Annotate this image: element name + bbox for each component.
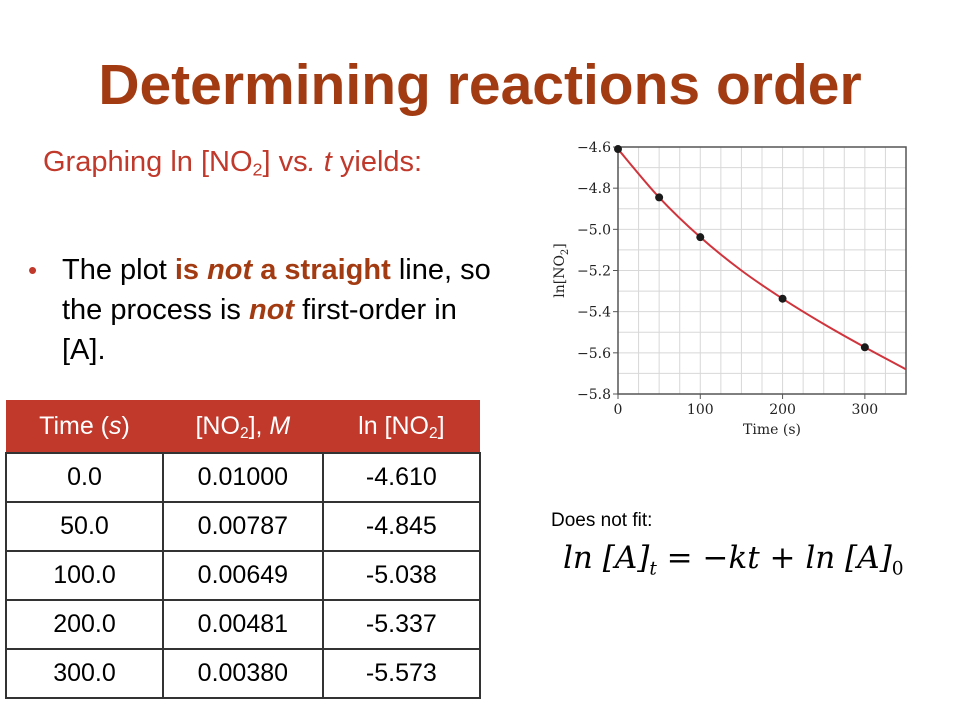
data-point (614, 145, 622, 154)
cell-time: 200.0 (5, 599, 164, 650)
table-header-row: Time (s) [NO2], M ln [NO2] (6, 400, 480, 453)
x-tick-label: 300 (851, 402, 878, 418)
cell-ln: -4.845 (321, 501, 482, 552)
x-tick-label: 200 (769, 402, 796, 418)
table-row: 200.0 0.00481 -5.337 (5, 599, 482, 650)
cell-concentration: 0.00380 (161, 648, 324, 699)
header-ln-concentration: ln [NO2] (322, 400, 480, 453)
cell-time: 100.0 (5, 550, 164, 601)
cell-time: 300.0 (5, 648, 164, 699)
cell-concentration: 0.01000 (161, 452, 324, 503)
cell-concentration: 0.00649 (161, 550, 324, 601)
data-point (696, 233, 705, 242)
subtitle-part: yields: (331, 146, 423, 178)
table-row: 100.0 0.00649 -5.038 (5, 550, 482, 601)
data-point (860, 343, 869, 352)
subtitle-subscript: 2 (252, 159, 263, 180)
y-tick-label: −5.4 (577, 305, 611, 321)
cell-ln: -5.573 (321, 648, 482, 699)
bullet-emphasis: not (248, 294, 295, 326)
table-row: 50.0 0.00787 -4.845 (5, 501, 482, 552)
y-tick-label: −5.8 (577, 387, 611, 403)
equation-subscript: t (649, 558, 657, 580)
first-order-equation: ln [A]t = −kt + ln [A]0 (563, 540, 904, 578)
cell-ln: -5.337 (321, 599, 482, 650)
x-tick-label: 100 (687, 402, 714, 418)
data-table: Time (s) [NO2], M ln [NO2] 0.0 0.01000 -4.… (5, 400, 482, 699)
subtitle-part: ] vs (262, 146, 308, 178)
fit-label: Does not fit: (551, 510, 653, 531)
cell-ln: -4.610 (321, 452, 482, 503)
cell-ln: -5.038 (321, 550, 482, 601)
slide-title: Determining reactions order (98, 53, 862, 117)
y-axis-label: ln[NO2] (552, 243, 571, 298)
x-axis-label: Time (s) (743, 422, 801, 438)
bullet-emphasis: is (174, 254, 208, 286)
equation-subscript: 0 (891, 558, 904, 580)
cell-concentration: 0.00481 (161, 599, 324, 650)
bullet-fragment: first-order in [A]. (62, 294, 457, 366)
table-row: 0.0 0.01000 -4.610 (5, 452, 482, 503)
header-concentration: [NO2], M (162, 400, 323, 453)
bullet-fragment: line, so the process is (62, 254, 491, 326)
table-row: 300.0 0.00380 -5.573 (5, 648, 482, 699)
y-tick-label: −4.8 (577, 181, 611, 197)
bullet-emphasis: not (207, 254, 253, 286)
data-point (655, 193, 664, 202)
bullet-fragment: The plot (62, 254, 175, 286)
y-tick-label: −5.2 (577, 264, 611, 280)
ln-no2-vs-time-chart: −4.6 −4.8 −5.0 −5.2 −5.4 −5.6 −5.80 100 200 300 Ti… (552, 140, 907, 438)
subtitle-part: Graphing ln [NO (43, 146, 253, 178)
y-tick-label: −5.0 (577, 222, 611, 238)
equation-part: ln [A] (563, 540, 650, 576)
bullet-dot-icon: • (28, 255, 38, 285)
header-time: Time (s) (6, 400, 163, 453)
subtitle-variable: . t (307, 146, 332, 178)
x-tick-label: 0 (614, 402, 623, 418)
cell-time: 0.0 (5, 452, 164, 503)
y-tick-label: −5.6 (577, 346, 611, 362)
data-point (778, 294, 787, 303)
cell-time: 50.0 (5, 501, 164, 552)
bullet-emphasis: a straight (252, 254, 391, 286)
y-tick-label: −4.6 (577, 140, 611, 156)
subtitle: Graphing ln [NO2] vs. t yields: (43, 146, 422, 179)
bullet-text: The plot is not a straight line, so the … (62, 250, 502, 370)
equation-part: = −kt + ln [A] (656, 540, 892, 576)
cell-concentration: 0.00787 (161, 501, 324, 552)
